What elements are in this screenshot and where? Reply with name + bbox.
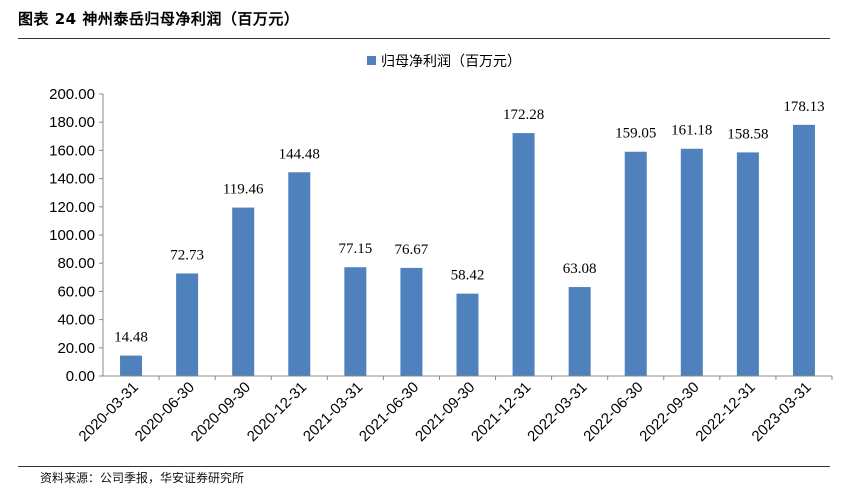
bar: [736, 152, 759, 376]
y-tick-label: 60.00: [57, 283, 95, 300]
y-tick-label: 160.00: [49, 142, 95, 159]
y-tick-label: 100.00: [49, 227, 95, 244]
data-label: 159.05: [615, 126, 656, 142]
x-tick-label: 2023-03-31: [749, 379, 815, 445]
bar: [288, 172, 311, 376]
figure-title: 图表 24 神州泰岳归母净利润（百万元）: [18, 10, 300, 28]
bar: [176, 273, 199, 376]
y-tick-label: 140.00: [49, 171, 95, 188]
data-label: 158.58: [727, 126, 768, 142]
bar: [120, 355, 143, 376]
title-rule: [18, 38, 830, 39]
data-label: 63.08: [563, 261, 597, 277]
data-label: 72.73: [170, 247, 204, 263]
x-tick-label: 2022-12-31: [692, 379, 758, 445]
x-tick-label: 2021-03-31: [300, 379, 366, 445]
x-tick-label: 2022-03-31: [524, 379, 590, 445]
x-tick-label: 2021-09-30: [412, 379, 478, 445]
x-tick-label: 2022-09-30: [636, 379, 702, 445]
y-tick-label: 200.00: [49, 86, 95, 103]
x-tick-label: 2021-12-31: [468, 379, 534, 445]
legend-label: 归母净利润（百万元）: [381, 53, 521, 70]
y-tick-label: 40.00: [57, 312, 95, 329]
bar: [456, 293, 479, 376]
legend: 归母净利润（百万元）: [367, 53, 521, 70]
y-tick-label: 180.00: [49, 114, 95, 131]
bar: [512, 133, 535, 376]
x-tick-label: 2021-06-30: [356, 379, 422, 445]
data-label: 14.48: [114, 330, 148, 346]
data-label: 178.13: [783, 99, 824, 115]
data-label: 58.42: [451, 268, 485, 284]
x-tick-label: 2020-09-30: [188, 379, 254, 445]
data-label: 161.18: [671, 123, 712, 139]
y-axis: 0.00 20.00 40.00 60.00 80.00 100.00 120.00 140.…: [49, 86, 103, 385]
data-label: 76.67: [395, 242, 429, 258]
bar: [680, 148, 703, 376]
data-label: 172.28: [503, 107, 544, 123]
y-tick-label: 20.00: [57, 340, 95, 357]
x-tick-label: 2022-06-30: [580, 379, 646, 445]
data-label: 77.15: [338, 241, 372, 257]
source-rule: [18, 466, 830, 467]
x-tick-label: 2020-12-31: [244, 379, 310, 445]
data-label: 119.46: [223, 182, 264, 198]
data-label: 144.48: [279, 146, 320, 162]
y-tick-label: 80.00: [57, 255, 95, 272]
y-tick-label: 120.00: [49, 199, 95, 216]
bar: [232, 207, 255, 376]
x-tick-label: 2020-03-31: [76, 379, 142, 445]
legend-swatch: [367, 56, 376, 65]
bar: [624, 151, 647, 376]
bar: [792, 124, 815, 376]
bar: [568, 287, 591, 376]
data-labels: 14.48 72.73 119.46 144.48 77.15 76.67 58.42 172…: [114, 99, 824, 346]
x-axis: 2020-03-312020-06-302020-09-302020-12-31…: [76, 376, 833, 445]
bars: [120, 124, 815, 376]
bar: [400, 267, 423, 376]
bar: [344, 267, 367, 376]
y-tick-label: 0.00: [66, 368, 95, 385]
x-tick-label: 2020-06-30: [132, 379, 198, 445]
source-note: 资料来源：公司季报，华安证券研究所: [40, 471, 245, 485]
